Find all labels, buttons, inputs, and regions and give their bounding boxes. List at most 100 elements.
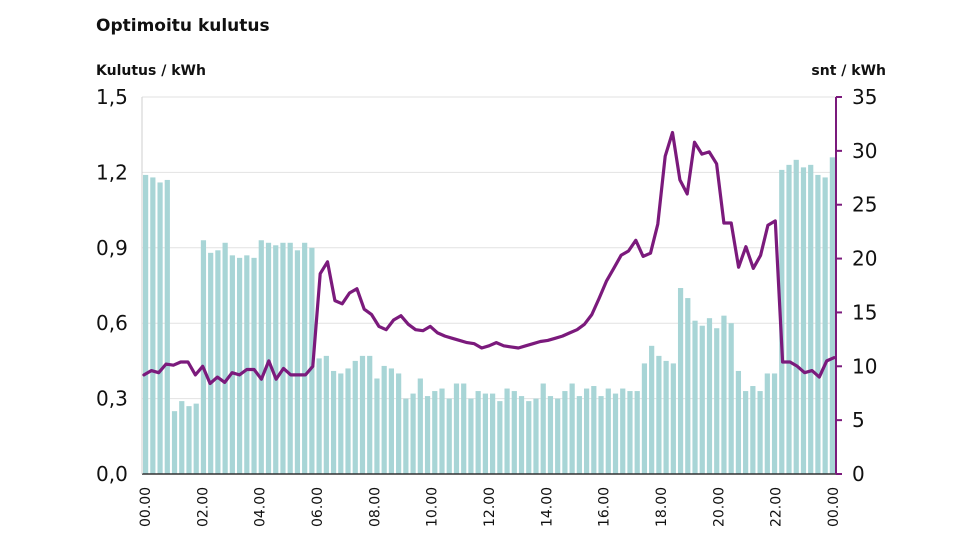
consumption-bar — [150, 177, 156, 474]
consumption-bar — [721, 315, 727, 474]
consumption-bar — [273, 245, 279, 474]
right-axis-ticks: 0 5 10 15 20 25 30 35 — [836, 85, 877, 486]
consumption-bar — [576, 396, 582, 474]
consumption-bar — [605, 388, 611, 474]
consumption-bar — [677, 288, 684, 474]
consumption-bar — [743, 391, 749, 474]
consumption-bar — [258, 240, 264, 474]
consumption-bar — [497, 401, 503, 474]
consumption-bar — [569, 383, 575, 474]
consumption-bar — [526, 401, 532, 474]
consumption-bar — [735, 370, 742, 474]
x-tick-label: 06.00 — [310, 487, 326, 527]
consumption-bar — [714, 328, 720, 474]
consumption-bar — [583, 388, 590, 474]
consumption-bar — [627, 391, 633, 474]
consumption-bar — [294, 250, 301, 474]
consumption-bar — [829, 157, 835, 474]
consumption-bar — [381, 365, 387, 474]
consumption-bar — [533, 398, 539, 474]
consumption-bar — [504, 388, 510, 474]
x-tick-label: 00.00 — [138, 487, 154, 527]
right-tick-label: 5 — [852, 408, 865, 432]
consumption-bar — [461, 383, 467, 474]
consumption-bar — [157, 182, 163, 474]
consumption-bar — [352, 360, 358, 474]
consumption-bar — [663, 360, 669, 474]
x-tick-label: 08.00 — [367, 487, 383, 527]
gridlines — [142, 96, 836, 400]
consumption-bar — [403, 398, 409, 474]
right-tick-label: 0 — [852, 462, 865, 486]
consumption-bar — [359, 355, 366, 474]
consumption-bar — [265, 242, 272, 474]
x-tick-label: 16.00 — [597, 487, 613, 527]
consumption-bar — [468, 398, 474, 474]
consumption-bar — [171, 411, 178, 474]
consumption-bar — [229, 255, 235, 474]
consumption-bar — [482, 393, 488, 474]
left-tick-label: 1,2 — [96, 160, 128, 184]
consumption-bar — [490, 393, 496, 474]
consumption-bar — [222, 242, 228, 474]
right-tick-label: 10 — [852, 354, 877, 378]
consumption-bar — [822, 177, 828, 474]
consumption-bar — [649, 345, 655, 474]
consumption-bar — [251, 257, 257, 474]
consumption-bar — [338, 373, 344, 474]
right-tick-label: 35 — [852, 85, 877, 109]
consumption-bar — [179, 401, 185, 474]
left-tick-label: 0,9 — [96, 236, 128, 260]
consumption-bar — [453, 383, 460, 474]
consumption-bar — [287, 242, 293, 474]
consumption-bar — [540, 383, 546, 474]
left-tick-label: 0,3 — [96, 387, 128, 411]
left-tick-label: 1,5 — [96, 85, 128, 109]
consumption-bar — [562, 391, 568, 474]
x-tick-label: 14.00 — [539, 487, 555, 527]
consumption-bar — [518, 396, 525, 474]
consumption-bar — [757, 391, 763, 474]
x-tick-label: 22.00 — [769, 487, 785, 527]
consumption-bar — [424, 396, 431, 474]
consumption-bar — [417, 378, 423, 474]
consumption-bar — [815, 174, 821, 474]
consumption-bar — [280, 242, 286, 474]
chart-title: Optimoitu kulutus — [96, 16, 270, 36]
consumption-bar — [620, 388, 626, 474]
consumption-bar — [193, 403, 199, 474]
consumption-bar — [410, 393, 416, 474]
consumption-bar — [555, 398, 561, 474]
consumption-bar — [612, 393, 619, 474]
consumption-bar — [670, 363, 676, 474]
consumption-bar — [396, 373, 402, 474]
consumption-bar — [800, 167, 807, 474]
consumption-bar — [598, 396, 604, 474]
consumption-bar — [750, 386, 756, 474]
consumption-bar — [330, 370, 337, 474]
left-tick-label: 0,0 — [96, 462, 128, 486]
x-tick-label: 02.00 — [195, 487, 211, 527]
consumption-bar — [215, 250, 221, 474]
consumption-bar — [236, 257, 243, 474]
consumption-bar — [323, 355, 329, 474]
consumption-bar — [699, 325, 705, 474]
consumption-bar — [164, 179, 170, 474]
right-tick-label: 15 — [852, 300, 877, 324]
consumption-bar — [432, 391, 438, 474]
x-tick-label: 00.00 — [826, 487, 842, 527]
consumption-bar — [439, 388, 445, 474]
consumption-bar — [143, 174, 149, 474]
consumption-bar — [634, 391, 640, 474]
x-tick-label: 10.00 — [425, 487, 441, 527]
axes — [141, 97, 837, 475]
left-axis-ticks: 0,0 0,3 0,6 0,9 1,2 1,5 — [96, 85, 128, 486]
right-tick-label: 20 — [852, 247, 877, 271]
right-tick-label: 30 — [852, 139, 877, 163]
consumption-bar — [367, 355, 373, 474]
consumption-bar — [345, 368, 351, 474]
x-axis-ticks: 00.00 02.00 04.00 06.00 08.00 10.00 12.00 14.00… — [138, 487, 842, 527]
consumption-bar — [692, 320, 698, 474]
consumption-bar — [200, 240, 207, 474]
